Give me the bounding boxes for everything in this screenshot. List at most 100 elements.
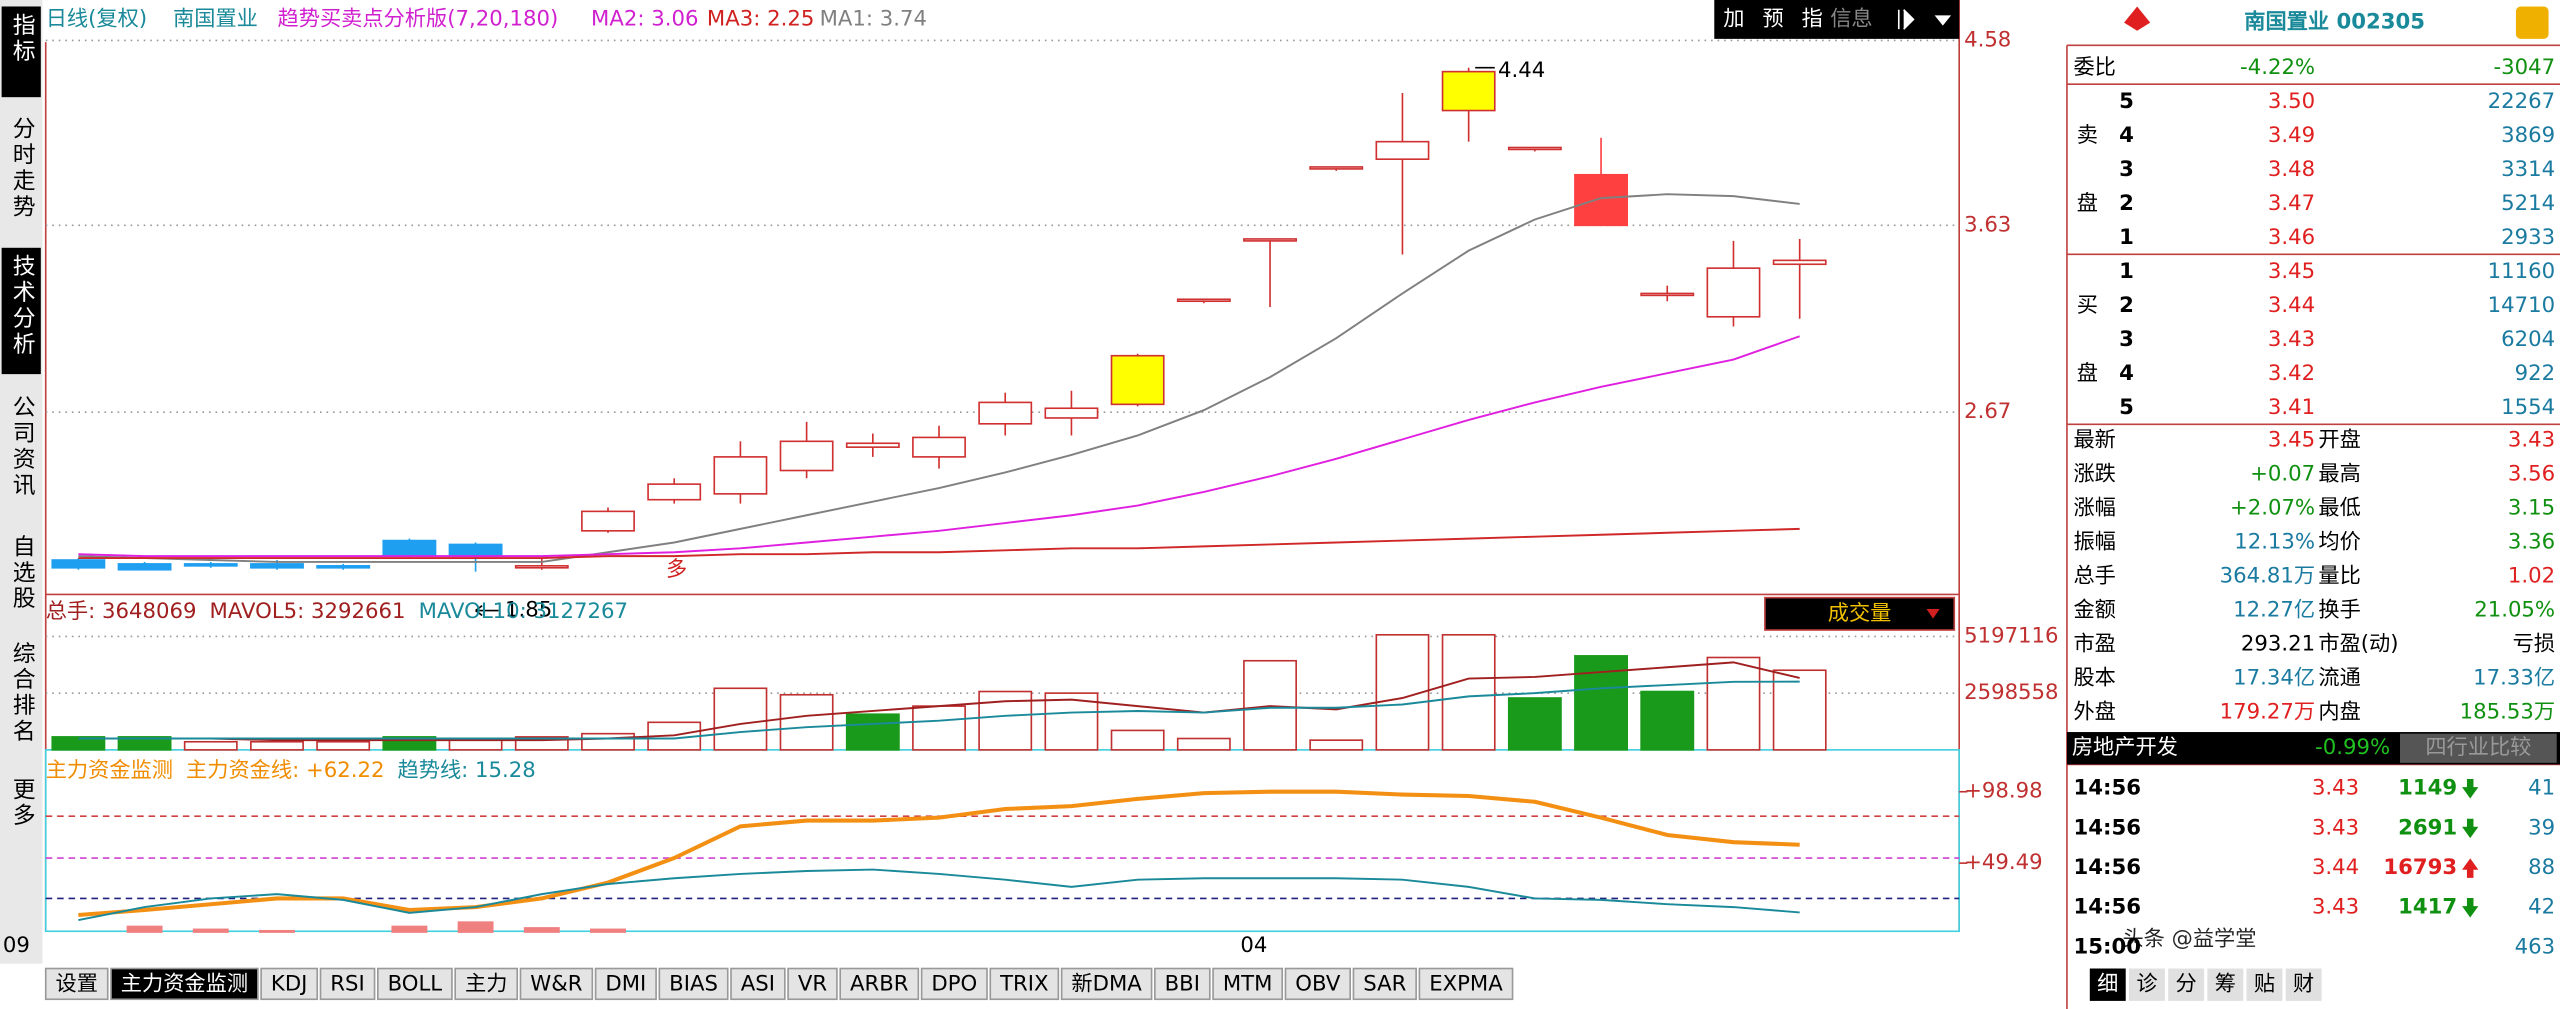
bottom-tab-bg[interactable] <box>1284 967 1351 1001</box>
stat-value: 3.56 <box>2508 461 2555 486</box>
volume: 5214 <box>2501 190 2555 215</box>
tick-arrow <box>2462 779 2479 799</box>
toolbar-button[interactable]: 信息 <box>1830 5 1872 30</box>
quote-tab-bg[interactable] <box>2089 968 2126 1001</box>
bottom-tab-bg[interactable] <box>920 967 988 1001</box>
side-tab[interactable]: 综合排名 <box>9 641 35 745</box>
bottom-tab-bg[interactable] <box>989 967 1060 1001</box>
bottom-tab[interactable]: BOLL <box>388 971 443 996</box>
tick-price: 3.43 <box>2312 894 2359 919</box>
bottom-tab[interactable]: TRIX <box>999 971 1048 996</box>
side-tab[interactable]: 指标 <box>9 13 35 65</box>
bottom-tab[interactable]: BIAS <box>669 971 718 996</box>
candle-body <box>117 563 172 571</box>
bottom-tab-bg[interactable] <box>1212 967 1284 1001</box>
tick-price: 3.43 <box>2312 775 2359 800</box>
toolbar-button[interactable]: 加 <box>1723 5 1744 30</box>
tick-count: 42 <box>2528 894 2555 919</box>
stat-value: 3.36 <box>2508 529 2555 554</box>
compare-button[interactable] <box>2400 733 2557 763</box>
bottom-tab[interactable]: DMI <box>605 971 646 996</box>
volume-bar <box>1110 729 1165 751</box>
bottom-tab-bg[interactable] <box>1418 967 1514 1001</box>
side-tab[interactable]: 分时走势 <box>9 117 35 221</box>
quote-tab[interactable]: 分 <box>2176 971 2197 996</box>
bottom-tab-bg[interactable] <box>1154 967 1211 1001</box>
quote-tab-bg[interactable] <box>2168 968 2205 1001</box>
toolbar-button[interactable]: 预 <box>1762 5 1783 30</box>
dropdown-icon[interactable] <box>1926 608 1940 619</box>
bottom-tab[interactable]: 主力 <box>465 971 507 996</box>
level: 3 <box>2119 156 2134 181</box>
bottom-tab[interactable]: BBI <box>1165 971 1200 996</box>
bottom-tab[interactable]: KDJ <box>271 971 308 996</box>
bottom-tab[interactable]: W&R <box>530 971 583 996</box>
weibi-diff: -3047 <box>2493 54 2555 79</box>
quote-tab-bg[interactable] <box>2128 968 2165 1001</box>
bottom-tab[interactable]: 设置 <box>56 971 98 996</box>
bottom-tab-bg[interactable] <box>594 967 657 1001</box>
tick-volume: 1149 <box>2398 775 2457 800</box>
quote-tab[interactable]: 筹 <box>2215 971 2236 996</box>
candle-body <box>183 563 238 567</box>
side-tab[interactable]: 技术分析 <box>9 254 35 358</box>
side-tab[interactable]: 自选股 <box>9 534 35 612</box>
bottom-tab[interactable]: EXPMA <box>1429 971 1503 996</box>
level: 2 <box>2119 292 2134 317</box>
toolbar-icon[interactable] <box>1897 9 1952 30</box>
volume-button[interactable] <box>1764 596 1956 631</box>
bottom-tab[interactable]: OBV <box>1295 971 1341 996</box>
bottom-tab[interactable]: ASI <box>741 971 775 996</box>
bottom-tab-bg[interactable] <box>519 967 594 1001</box>
bottom-tab[interactable]: VR <box>798 971 828 996</box>
bottom-tab[interactable]: 主力资金监测 <box>121 971 248 996</box>
volume-button-label[interactable]: 成交量 <box>1828 600 1892 625</box>
quote-tab-bg[interactable] <box>2246 968 2283 1001</box>
quote-tab[interactable]: 诊 <box>2136 971 2157 996</box>
price: 3.46 <box>2268 224 2315 249</box>
bottom-tab-bg[interactable] <box>1060 967 1153 1001</box>
bottom-tab-bg[interactable] <box>730 967 786 1001</box>
stat-label: 内盘 <box>2318 699 2360 724</box>
bottom-tab-bg[interactable] <box>839 967 920 1001</box>
sector-change: -0.99% <box>2315 734 2390 759</box>
stat-label: 涨幅 <box>2073 495 2115 520</box>
side-tab[interactable]: 更多 <box>9 777 35 829</box>
quote-tab[interactable]: 细 <box>2097 971 2118 996</box>
price: 3.45 <box>2268 258 2315 283</box>
tick-count: 88 <box>2528 854 2555 879</box>
side-tab[interactable]: 公司资讯 <box>9 395 35 499</box>
quote-tab-bg[interactable] <box>2285 968 2322 1001</box>
bottom-tab-bg[interactable] <box>658 967 729 1001</box>
ma-line <box>78 193 1800 563</box>
bottom-tab-bg[interactable] <box>1352 967 1417 1001</box>
stat-label: 最低 <box>2318 495 2360 520</box>
level: 4 <box>2119 122 2134 147</box>
bottom-tab[interactable]: ARBR <box>850 971 909 996</box>
bottom-tab-bg[interactable] <box>260 967 319 1001</box>
stat-label: 市盈 <box>2073 631 2115 656</box>
bottom-tab-bg[interactable] <box>377 967 453 1001</box>
date-label: 04 <box>1240 932 1267 957</box>
toolbar-button[interactable]: 指 <box>1802 5 1823 30</box>
bottom-tab-bg[interactable] <box>454 967 519 1001</box>
stat-value: 17.34亿 <box>2233 665 2315 690</box>
candle-body <box>1507 146 1562 151</box>
indicator-legend: 趋势线: 15.28 <box>398 757 536 782</box>
quote-tab-bg[interactable] <box>2207 968 2244 1001</box>
compare-label[interactable]: 四行业比较 <box>2425 734 2531 759</box>
mavol-line <box>78 680 1800 740</box>
bottom-tab[interactable]: 新DMA <box>1071 971 1142 996</box>
bottom-tab[interactable]: RSI <box>330 971 364 996</box>
quote-tab[interactable]: 财 <box>2293 971 2314 996</box>
bottom-tab-bg[interactable] <box>787 967 838 1001</box>
quote-tab[interactable]: 贴 <box>2254 971 2275 996</box>
bottom-tab-bg[interactable] <box>110 967 259 1001</box>
bottom-tab-bg[interactable] <box>44 967 109 1001</box>
bottom-tab[interactable]: DPO <box>931 971 977 996</box>
bottom-tab[interactable]: MTM <box>1223 971 1273 996</box>
bottom-tab-bg[interactable] <box>319 967 376 1001</box>
level: 5 <box>2119 394 2134 419</box>
bottom-tab[interactable]: SAR <box>1363 971 1406 996</box>
y-tick-label: 2598558 <box>1964 679 2058 704</box>
